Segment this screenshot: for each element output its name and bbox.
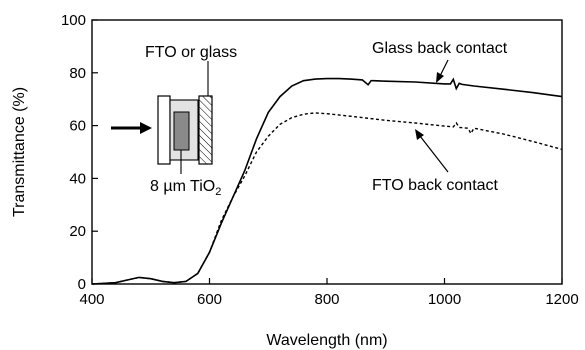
back-contact-hatched — [198, 95, 213, 165]
x-axis: 400 600 800 1000 1200 — [79, 278, 579, 308]
light-arrow-head — [140, 122, 152, 134]
y-tick-label: 80 — [69, 65, 86, 82]
tio2-layer — [173, 111, 190, 151]
x-tick-label: 800 — [314, 291, 339, 308]
y-tick-label: 100 — [61, 12, 86, 29]
x-tick-label: 400 — [79, 291, 104, 308]
device-schematic-inset: FTO or glass 8 µm TiO2 — [111, 44, 237, 198]
inset-label-fto-or-glass: FTO or glass — [145, 44, 237, 61]
x-axis-title: Wavelength (nm) — [266, 332, 387, 349]
x-tick-label: 600 — [197, 291, 222, 308]
y-axis: 0 20 40 60 80 100 — [61, 12, 98, 293]
y-tick-label: 40 — [69, 170, 86, 187]
glass-back-contact-label: Glass back contact — [372, 40, 508, 57]
y-tick-label: 60 — [69, 118, 86, 135]
series-line-fto-back-contact — [91, 112, 563, 285]
y-tick-label: 20 — [69, 223, 86, 240]
y-axis-title: Transmittance (%) — [11, 87, 28, 217]
fto-arrow-line — [419, 135, 449, 173]
fto-back-contact-label: FTO back contact — [372, 177, 499, 194]
inset-label-tio2: 8 µm TiO2 — [150, 178, 221, 198]
glass-arrow-line — [439, 59, 449, 77]
x-tick-label: 1000 — [428, 291, 461, 308]
x-tick-label: 1200 — [545, 291, 578, 308]
front-substrate — [157, 95, 171, 165]
glass-arrow-head — [436, 72, 444, 83]
fto-arrow-head — [415, 129, 424, 140]
y-tick-label: 0 — [78, 276, 86, 293]
